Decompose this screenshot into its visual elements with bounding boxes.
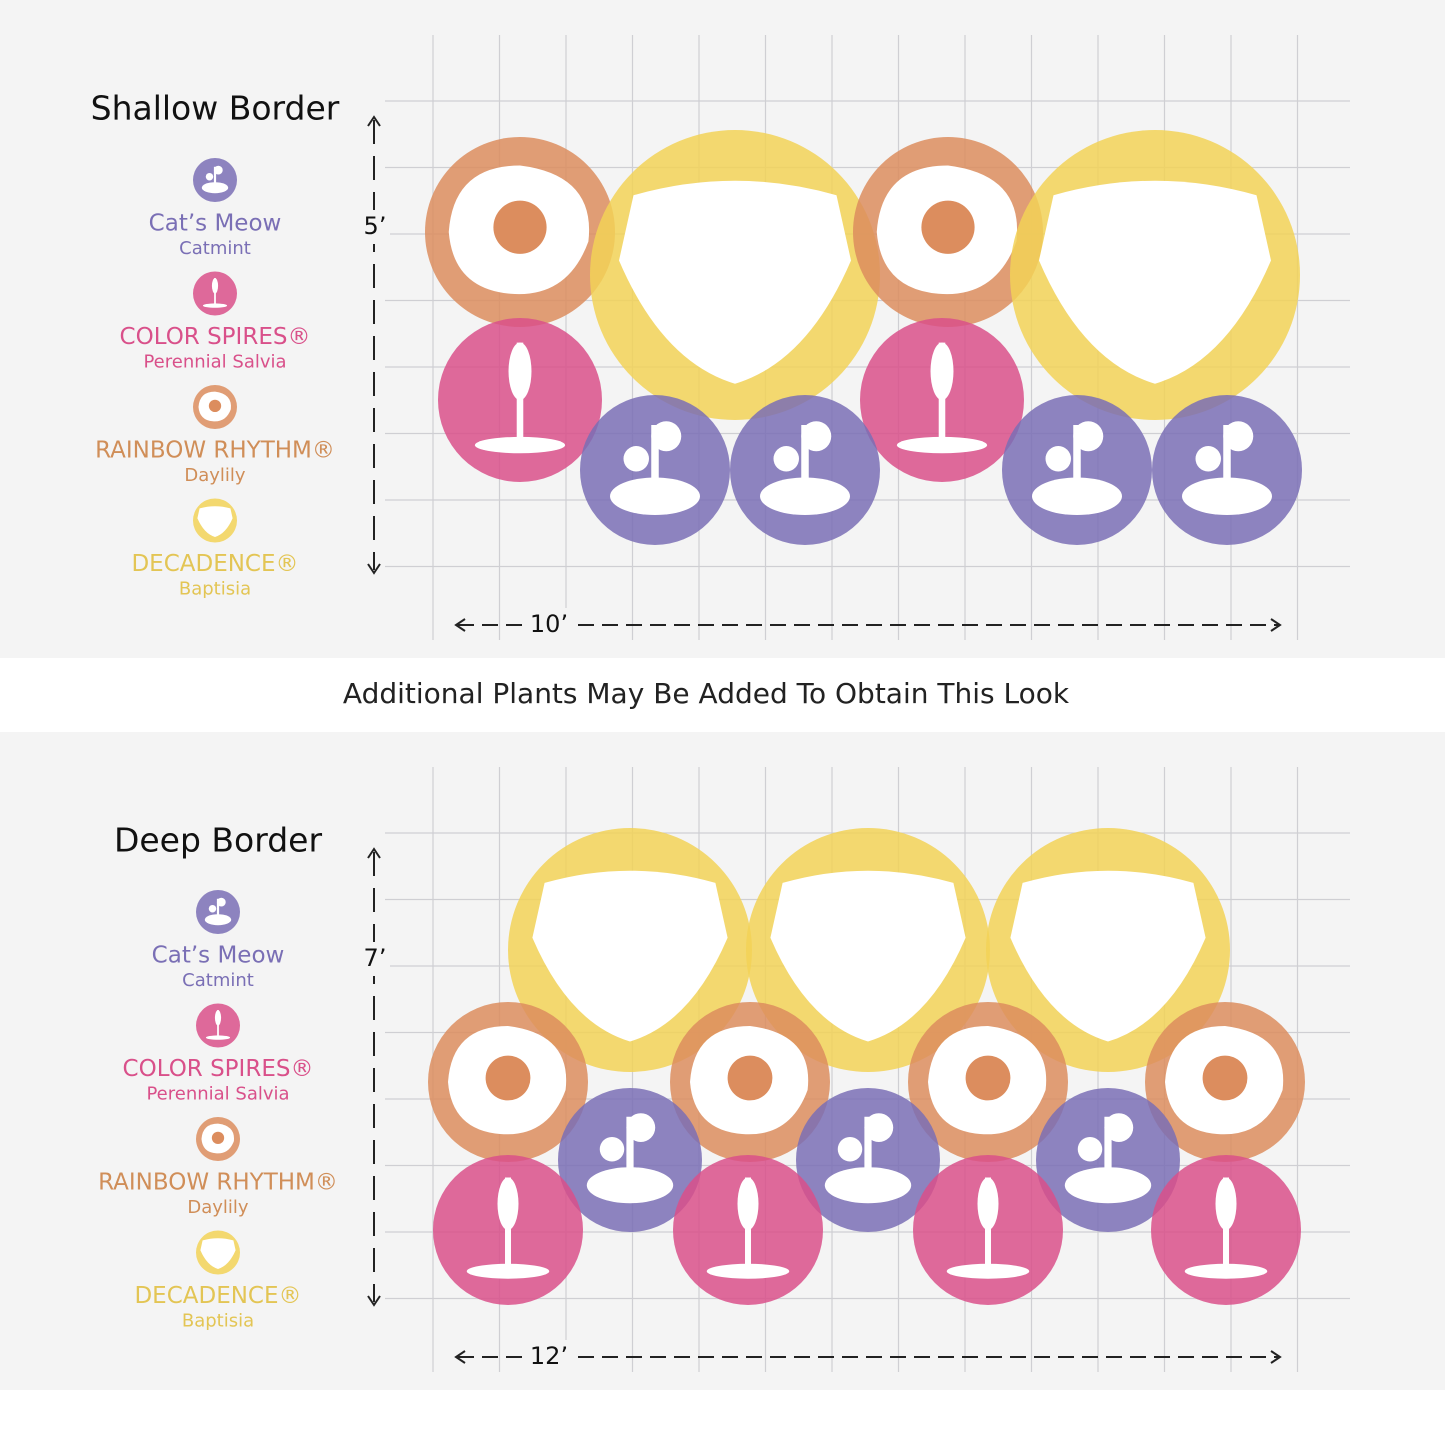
plant-glyph [727,1055,773,1101]
plant-glyph [205,1035,231,1040]
plant-glyph [213,165,223,175]
legend-name: COLOR SPIRES® [120,324,311,350]
legend-sub: Catmint [182,970,254,991]
plant-glyph [208,904,217,913]
plant-glyph [1064,1167,1152,1204]
legend-name: RAINBOW RHYTHM® [98,1170,338,1196]
legend-name: DECADENCE® [134,1283,301,1309]
plant-glyph [1202,1055,1248,1101]
plant-glyph [946,1263,1030,1279]
legend-name: DECADENCE® [131,551,298,577]
legend-sub: Baptisia [179,579,251,600]
plant-glyph [211,1131,225,1145]
plant-glyph [214,1010,222,1026]
arrow-head [367,847,381,1307]
label-bg [527,608,571,642]
plant-glyph [760,477,850,515]
plant-glyph [623,446,649,472]
legend-name: COLOR SPIRES® [123,1056,314,1082]
plant-glyph [466,1263,550,1279]
height-label: 7’ [364,944,387,972]
label-bg [360,210,390,244]
plant-glyph [1039,180,1271,384]
plant-glyph [930,342,954,400]
plant-glyph [610,477,700,515]
panel-title: Deep Border [114,821,323,860]
caption: Additional Plants May Be Added To Obtain… [343,677,1070,710]
legend-sub: Baptisia [182,1311,254,1332]
plant-glyph [216,897,226,907]
plant-glyph [896,436,988,454]
border-plan [385,35,1350,640]
plant-glyph [599,1136,625,1162]
plant-glyph [1215,1177,1237,1230]
border-plan [385,767,1350,1372]
plant-glyph [208,399,222,413]
plant-glyph [197,506,233,537]
plant-glyph [493,200,547,254]
arrow-head [454,1350,1282,1364]
legend-sub: Daylily [187,1197,249,1218]
legend-sub: Catmint [179,238,251,259]
plant-glyph [1032,477,1122,515]
plant-glyph [508,342,532,400]
plant-glyph [737,1177,759,1230]
plant-glyph [474,436,566,454]
plant-glyph [977,1177,999,1230]
arrow-head [454,618,1282,632]
plant-glyph [837,1136,863,1162]
plant-glyph [921,200,975,254]
width-label: 10’ [530,610,568,638]
legend-name: RAINBOW RHYTHM® [95,438,335,464]
plant-glyph [965,1055,1011,1101]
plant-glyph [497,1177,519,1230]
plant-glyph [485,1055,531,1101]
plant-glyph [1195,446,1221,472]
plant-glyph [200,1238,236,1269]
plant-glyph [770,870,966,1042]
plant-glyph [1010,870,1206,1042]
label-bg [360,942,390,976]
legend-sub: Perennial Salvia [143,352,286,373]
plant-glyph [626,1113,656,1142]
plant-glyph [824,1167,912,1204]
plant-glyph [1045,446,1071,472]
plant-glyph [532,870,728,1042]
legend-name: Cat’s Meow [152,943,285,969]
plant-glyph [801,421,832,452]
plant-glyph [586,1167,674,1204]
plant-glyph [1223,421,1254,452]
plant-glyph [706,1263,790,1279]
plant-glyph [651,421,682,452]
width-label: 12’ [530,1342,568,1370]
plant-glyph [1073,421,1104,452]
legend-sub: Perennial Salvia [146,1084,289,1105]
plant-glyph [619,180,851,384]
legend-sub: Daylily [184,465,246,486]
plant-glyph [1104,1113,1134,1142]
plant-glyph [205,172,214,181]
label-bg [527,1340,571,1374]
plant-glyph [204,914,232,926]
plant-glyph [201,182,229,194]
plant-glyph [1184,1263,1268,1279]
panel-title: Shallow Border [91,89,340,128]
plant-glyph [211,278,219,294]
plant-glyph [773,446,799,472]
plant-glyph [864,1113,894,1142]
arrow-head [367,115,381,575]
height-label: 5’ [364,212,387,240]
legend-name: Cat’s Meow [149,211,282,237]
plant-glyph [1182,477,1272,515]
plant-glyph [1077,1136,1103,1162]
plant-glyph [202,303,228,308]
